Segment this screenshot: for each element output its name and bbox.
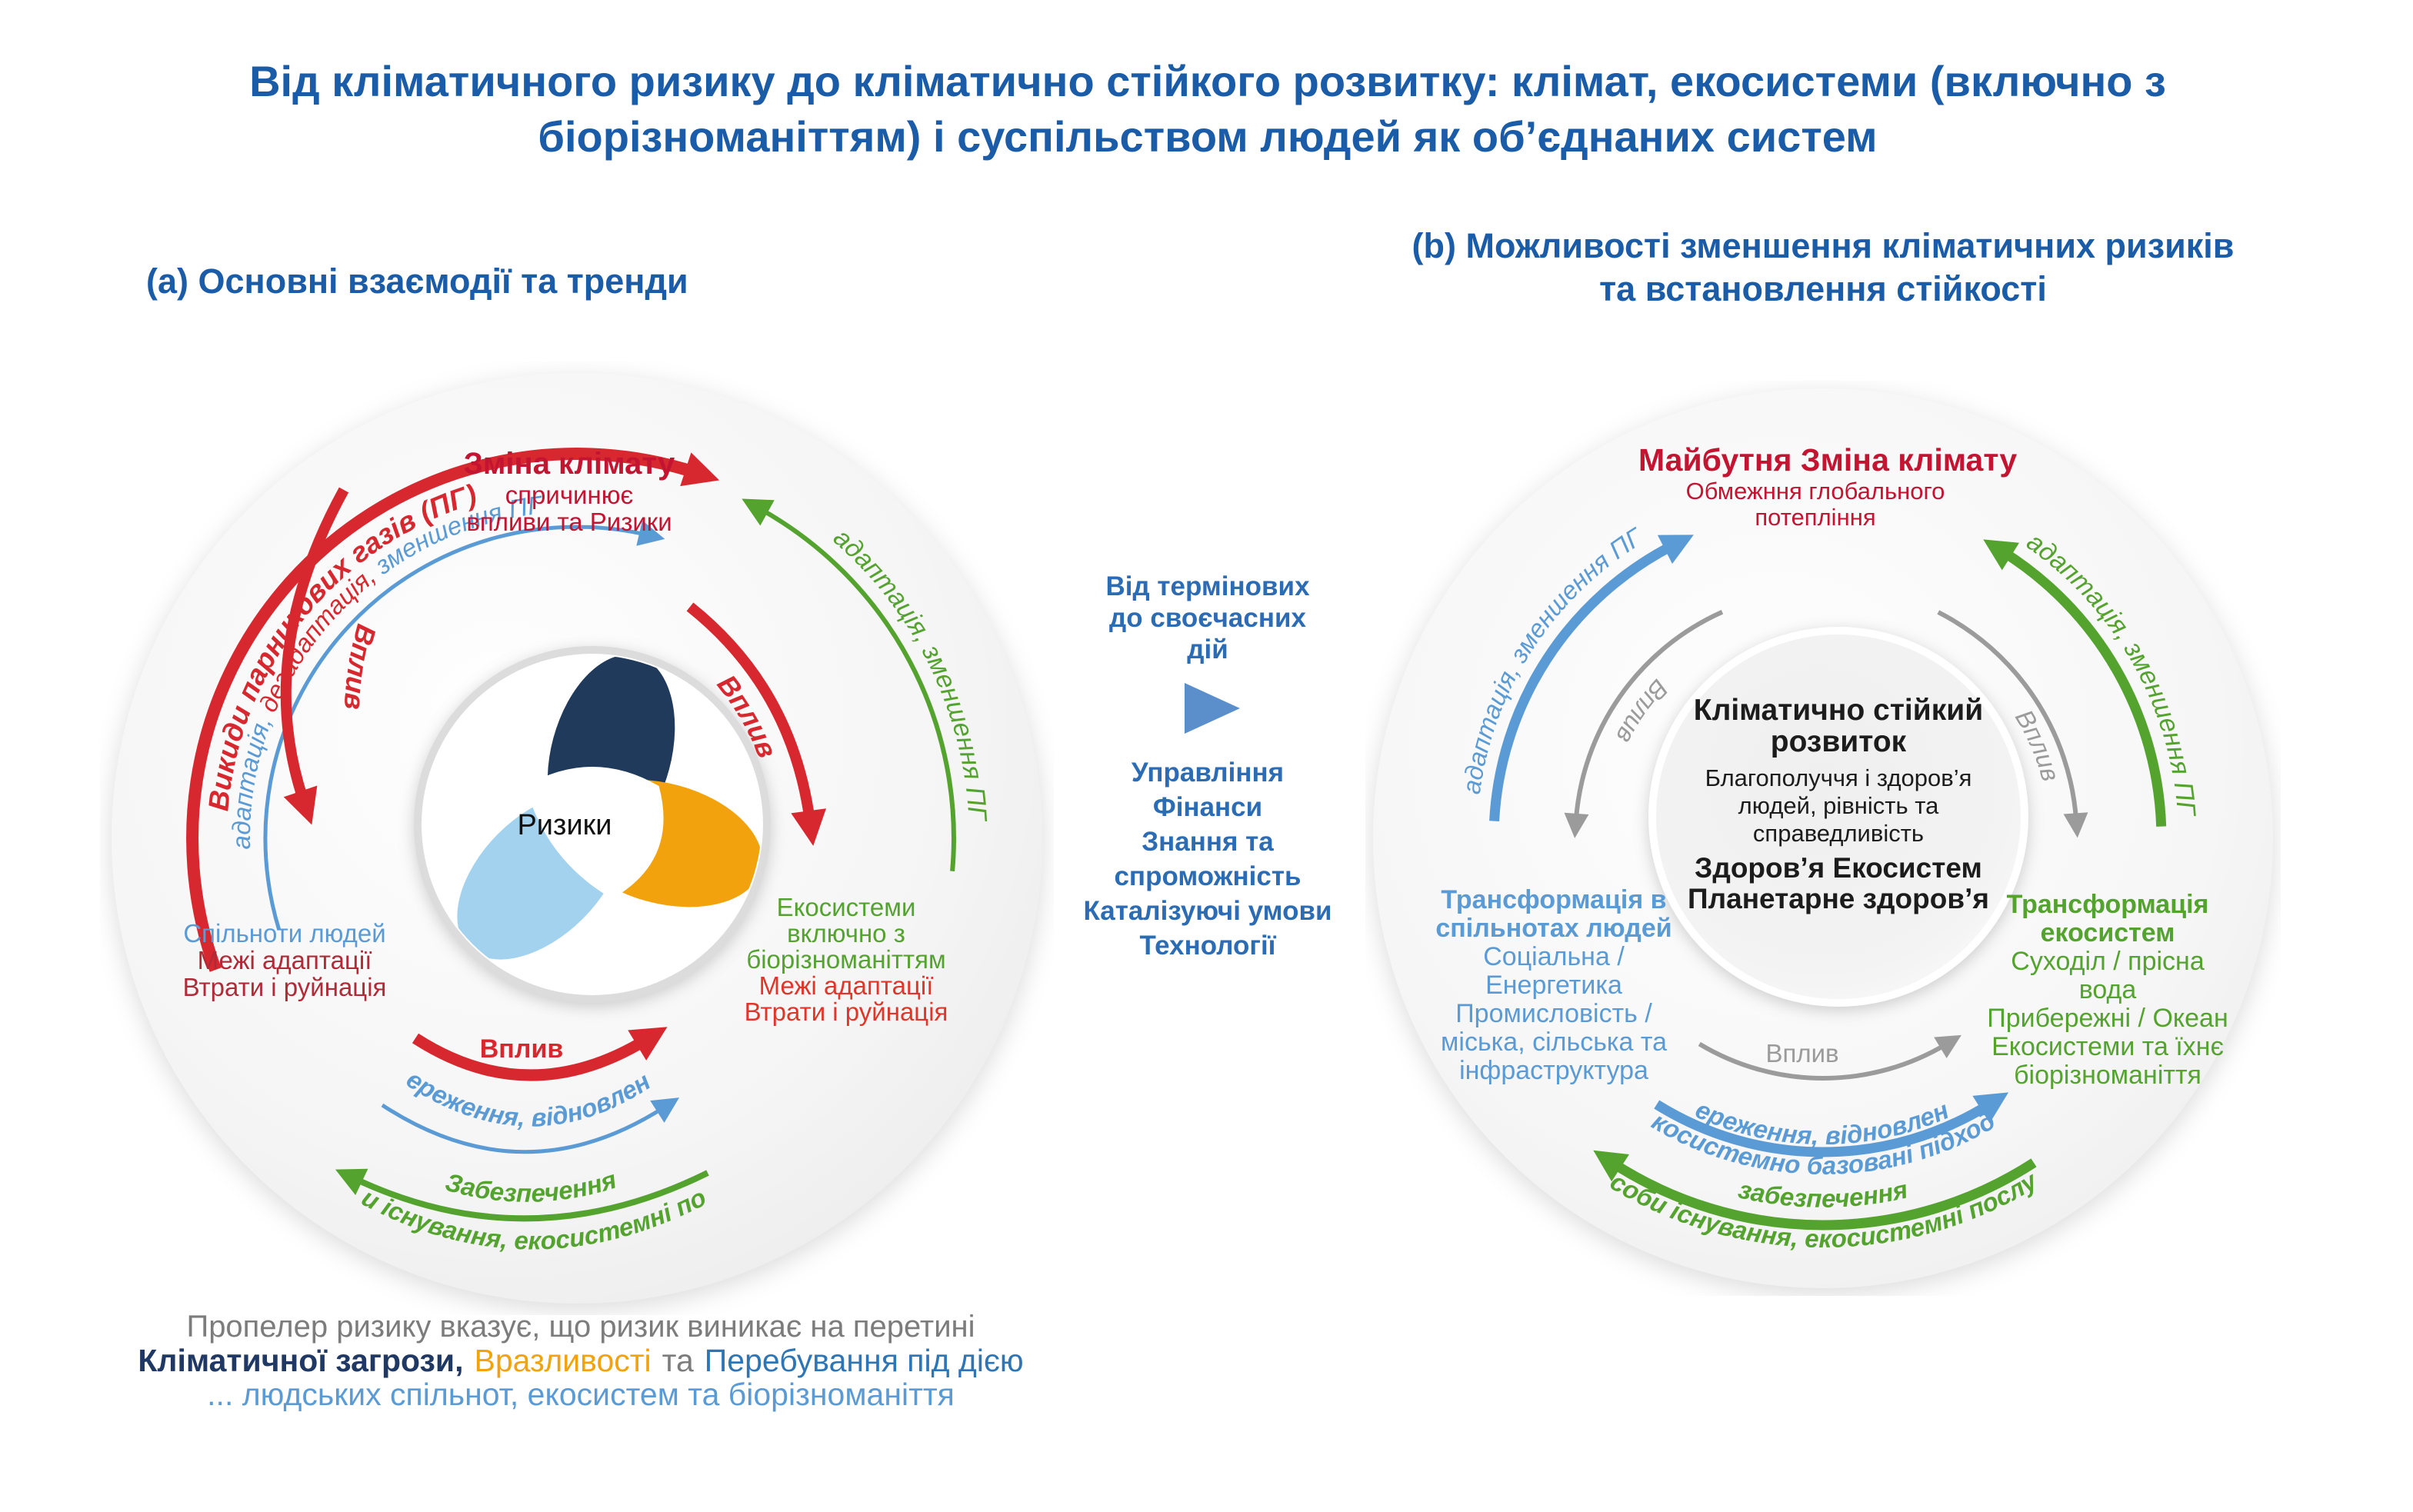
arc-ghg-emissions (186, 448, 720, 972)
risk-propeller: Ризики (414, 646, 771, 1003)
impact-middle-label-b: Вплив (1765, 1039, 1838, 1067)
arc-impact-middle-b (1698, 1034, 1961, 1081)
climate-change-line3: впливи та Ризики (466, 508, 672, 536)
crd-body-line1: Благополуччя і здоров’я (1705, 764, 1972, 791)
transformation-ecosystems-line2: вода (2078, 975, 2137, 1004)
enabling-conditions-list: Управління Фінанси Знання та спроможніст… (1031, 755, 1385, 963)
adaptation-limits-line-right: Межі адаптації (758, 971, 934, 1000)
climate-change-line2: спричинює (505, 481, 634, 509)
transformation-ecosystems-line5: біорізноманіття (2014, 1061, 2201, 1090)
main-title-line2: біорізноманіттям) і суспільством людей я… (538, 112, 1878, 161)
climate-resilient-development-core: Кліматично стійкий розвиток Благополуччя… (1673, 694, 2004, 914)
crd-body-line2: людей, рівність та (1738, 792, 1939, 819)
main-title-line1: Від кліматичного ризику до кліматично ст… (249, 57, 2166, 105)
panel-b-subtitle-line2: та встановлення стійкості (1599, 269, 2047, 308)
ecosystem-transformation-block: Трансформація екосистем Суходіл / прісна… (1973, 891, 2242, 1090)
circle-b-diagram: адаптація, зменшення ПГ Вплив адаптація,… (1365, 381, 2273, 1288)
crd-title-line2: розвиток (1770, 725, 1907, 758)
transformation-communities-title2: спільнотах людей (1435, 914, 1672, 943)
crd-title-line1: Кліматично стійкий (1693, 694, 1984, 727)
risk-propeller-caption: Пропелер ризику вказує, що ризик виникає… (123, 1310, 1038, 1411)
future-climate-change-bold: Майбутня Зміна клімату (1638, 442, 2018, 478)
arc-impact-left-b (1564, 610, 1724, 838)
human-communities-line: Спільноти людей (183, 919, 386, 947)
impact-bottom-label-a: Вплив (480, 1034, 564, 1064)
urgent-line1: Від термінових (1105, 571, 1310, 601)
urgent-line2: до своєчасних (1109, 603, 1306, 633)
arc-adaptation-right-b (1983, 539, 2167, 827)
transformation-communities-line3: Промисловість / (1455, 999, 1652, 1028)
transformation-ecosystems-title1: Трансформація (2006, 890, 2209, 919)
urgent-line3: дій (1187, 634, 1228, 664)
crd-title: Кліматично стійкий розвиток (1673, 694, 2004, 758)
crd-disc (1656, 634, 2021, 999)
crd-health: Здоров’я Екосистем Планетарне здоров’я (1673, 853, 2004, 914)
transformation-ecosystems-line4: Екосистеми та їхнє (1991, 1032, 2224, 1061)
enabler-catalysing-conditions: Каталізуючі умови (1083, 896, 1332, 926)
crd-body-line3: справедливість (1752, 820, 1925, 847)
ecosystems-line1: Екосистеми (776, 893, 916, 921)
ecosystems-block: Екосистеми включно з біорізноманіттям Ме… (692, 894, 1000, 1025)
caption-vulnerability: Вразливості (474, 1343, 652, 1378)
panel-b-subtitle-line1: (b) Можливості зменшення кліматичних риз… (1411, 226, 2235, 265)
caption-line2: Кліматичної загрози, Вразливості та Перебув… (123, 1344, 1038, 1377)
urgent-action-text: Від термінових до своєчасних дій (1062, 571, 1354, 665)
arc-adaptation-left-b (1489, 535, 1694, 821)
circle-a-diagram: Ризики Викиди парникових газів (ПГ) адап… (100, 361, 1042, 1304)
adaptation-limits-line-left: Межі адаптації (197, 946, 372, 974)
caption-exposure: Перебування під дією (704, 1343, 1024, 1378)
arc-impact-left-a (280, 487, 349, 825)
transformation-communities-line2: Енергетика (1485, 971, 1622, 1000)
crd-core-circle (1648, 627, 2028, 1007)
arc-conservation-b (1654, 1092, 2009, 1157)
losses-damages-line-right: Втрати і руйнація (744, 997, 948, 1026)
transformation-communities-line5: інфраструктура (1459, 1056, 1648, 1085)
ecosystems-line2: включно з (787, 919, 905, 947)
climate-change-bold: Зміна клімату (463, 447, 675, 481)
risks-label: Ризики (517, 809, 612, 841)
future-climate-change-label: Майбутня Зміна клімату Обмежння глобальн… (1638, 442, 2018, 531)
future-warming-line2: потепління (1755, 504, 1876, 531)
caption-and: та (662, 1343, 694, 1378)
panel-a-subtitle: (a) Основні взаємодії та тренди (146, 261, 688, 301)
main-title: Від кліматичного ризику до кліматично ст… (131, 54, 2285, 165)
transformation-communities-title1: Трансформація в (1441, 885, 1667, 914)
crd-planetary-health: Планетарне здоров’я (1688, 883, 1989, 914)
caption-climatic-hazard: Кліматичної загрози, (138, 1343, 464, 1378)
enabler-knowledge-capacity: Знання та спроможність (1114, 827, 1301, 891)
panel-b-subtitle: (b) Можливості зменшення кліматичних риз… (1338, 225, 2308, 311)
enabler-governance: Управління (1131, 758, 1285, 788)
arc-impact-bottom-a (412, 1027, 668, 1081)
future-warming-line1: Обмежння глобального (1685, 478, 1945, 505)
climate-change-label: Зміна клімату спричинює впливи та Ризики (392, 446, 746, 535)
forward-triangle-icon (1185, 683, 1240, 734)
transformation-ecosystems-title2: екосистем (2040, 918, 2175, 947)
arc-impact-right-a (686, 602, 826, 846)
crd-ecosystem-health: Здоров’я Екосистем (1695, 852, 1982, 884)
caption-line1: Пропелер ризику вказує, що ризик виникає… (186, 1310, 975, 1344)
crd-body: Благополуччя і здоров’я людей, рівність … (1673, 764, 2004, 848)
arc-conservation-a (381, 1097, 680, 1154)
arc-adaptation-right-a (742, 498, 956, 871)
arc-livelihoods-a (335, 1168, 709, 1222)
transformation-communities-line1: Соціальна / (1483, 942, 1625, 971)
caption-line3: ... людських спільнот, екосистем та біор… (207, 1377, 955, 1412)
arc-adaptation-maladaptation (263, 520, 665, 931)
transformation-ecosystems-line1: Суходіл / прісна (2011, 947, 2205, 976)
transformation-communities-line4: міська, сільська та (1441, 1027, 1667, 1057)
enabler-technologies: Технології (1139, 931, 1276, 961)
human-communities-transformation-block: Трансформація в спільнотах людей Соціаль… (1421, 886, 1686, 1085)
arc-livelihoods-b (1593, 1150, 2037, 1231)
ecosystems-line3: біорізноманіттям (746, 945, 946, 974)
losses-damages-line-left: Втрати і руйнація (182, 973, 387, 1001)
enabler-finance: Фінанси (1152, 792, 1263, 822)
propeller-center (525, 767, 664, 899)
human-communities-block: Спільноти людей Межі адаптації Втрати і … (135, 920, 435, 1001)
arc-impact-right-b (1937, 610, 2088, 838)
transformation-ecosystems-line3: Прибережні / Океан (1987, 1004, 2228, 1033)
